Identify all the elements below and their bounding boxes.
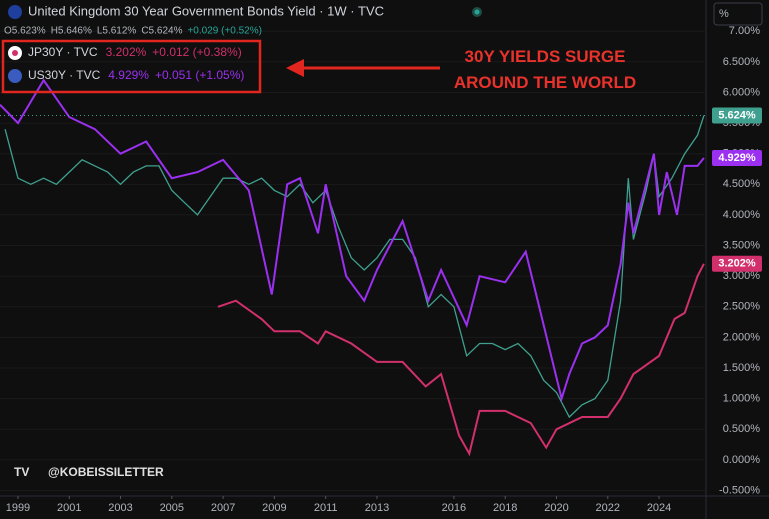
x-tick-label: 2020 <box>544 502 568 514</box>
x-tick-label: 2024 <box>647 502 671 514</box>
last-value-box <box>712 255 762 272</box>
arrow-head <box>286 59 304 77</box>
last-value-label: 5.624% <box>718 109 756 121</box>
y-tick-label: 4.000% <box>723 209 761 221</box>
annotation: 30Y YIELDS SURGE AROUND THE WORLD <box>454 47 636 92</box>
series-line <box>217 263 705 457</box>
y-tick-label: 3.000% <box>723 270 761 282</box>
x-tick-label: 2003 <box>108 502 132 514</box>
last-value-label: 4.929% <box>718 152 756 164</box>
ohlc-value: L5.612% <box>97 26 137 37</box>
y-tick-label: 6.000% <box>723 86 761 98</box>
last-value-box <box>712 107 762 124</box>
y-tick-label: 6.500% <box>723 56 761 68</box>
ohlc-value: O5.623% <box>4 26 46 37</box>
y-tick-label: 0.000% <box>723 454 761 466</box>
ohlc-value: H5.646% <box>51 26 92 37</box>
series-line <box>0 78 705 403</box>
logo: TV <box>14 465 29 479</box>
x-tick-label: 2011 <box>314 502 338 514</box>
legend-flag <box>8 69 22 83</box>
legend-flag-dot <box>12 50 18 56</box>
x-tick-label: 2001 <box>57 502 81 514</box>
x-tick-label: 1999 <box>6 502 30 514</box>
y-tick-label: 4.500% <box>723 178 761 190</box>
legend-name: JP30Y · TVC <box>28 45 98 59</box>
ohlc-value: C5.624% <box>141 26 182 37</box>
x-tick-label: 2005 <box>160 502 184 514</box>
uk-flag <box>8 5 22 19</box>
plot-area <box>0 30 706 499</box>
x-tick-label: 2013 <box>365 502 389 514</box>
x-tick-label: 2016 <box>442 502 466 514</box>
y-tick-label: 1.000% <box>723 393 761 405</box>
y-tick-label: 7.00% <box>729 25 760 37</box>
y-tick-label: 2.000% <box>723 331 761 343</box>
market-status-dot <box>474 9 480 15</box>
legend-value: 3.202% <box>106 45 147 59</box>
legend-name: US30Y · TVC <box>28 68 101 82</box>
chart-title: United Kingdom 30 Year Government Bonds … <box>28 3 384 18</box>
overlay: United Kingdom 30 Year Government Bonds … <box>1 2 763 514</box>
y-tick-label: 3.500% <box>723 239 761 251</box>
legend-highlight <box>1 39 262 94</box>
y-tick-label: 0.500% <box>723 423 761 435</box>
legend-value: 4.929% <box>108 68 149 82</box>
legend-change: +0.012 (+0.38%) <box>152 45 241 59</box>
y-tick-label: 1.500% <box>723 362 761 374</box>
series-line <box>4 115 705 419</box>
y-tick-label: 2.500% <box>723 301 761 313</box>
watermark: @KOBEISSILETTER <box>48 465 164 479</box>
x-tick-label: 2009 <box>262 502 286 514</box>
scale-button-label[interactable]: % <box>719 8 729 20</box>
x-tick-label: 2007 <box>211 502 235 514</box>
last-value-box <box>712 150 762 167</box>
x-tick-label: 2022 <box>596 502 620 514</box>
legend-change: +0.051 (+1.05%) <box>155 68 244 82</box>
x-tick-label: 2018 <box>493 502 517 514</box>
y-tick-label: -0.500% <box>719 484 760 496</box>
ohlc-value: +0.029 (+0.52%) <box>187 26 262 37</box>
scale-button[interactable] <box>713 2 763 26</box>
last-value-label: 3.202% <box>718 258 756 270</box>
